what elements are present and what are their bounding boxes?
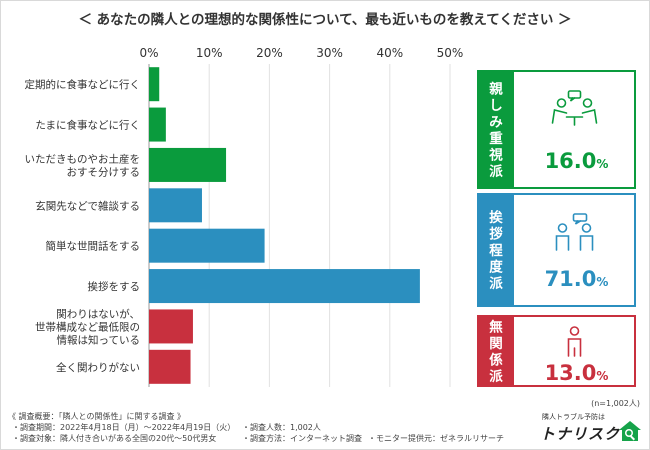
group-percent: 13.0% [545, 361, 609, 385]
survey-method: ・調査方法：インターネット調査 [242, 434, 362, 443]
x-tick-label: 30% [316, 46, 343, 60]
x-tick-label: 50% [437, 46, 464, 60]
group-percent: 16.0% [545, 149, 609, 173]
logo-name: トナリスク [540, 425, 621, 443]
survey-title: 《 調査概要：「隣人との関係性」に関する調査 》 [8, 412, 186, 421]
bar [149, 228, 265, 263]
group-panel: 親しみ重視派 16.0% [477, 70, 636, 189]
group-panel: 無関係派 13.0% [477, 315, 636, 387]
group-label: 無関係派 [489, 318, 503, 385]
sample-size-note: (n=1,002人) [591, 399, 640, 408]
group-label: 挨拶程度派 [489, 209, 503, 292]
x-tick-label: 0% [139, 46, 158, 60]
survey-target: ・調査対象：隣人付き合いがある全国の20代〜50代男女 [12, 434, 217, 443]
x-tick-label: 10% [196, 46, 223, 60]
bar [149, 269, 420, 304]
bar [149, 309, 193, 344]
group-label-tab [478, 71, 514, 188]
tonarisk-logo: 隣人トラブル予防は トナリスク [528, 412, 644, 446]
survey-provider: ・モニター提供元：ゼネラルリサーチ [368, 434, 504, 443]
group-label-tab [478, 194, 514, 306]
bar [149, 188, 202, 223]
category-label: 関わりはないが、世帯構成など最低限の情報は知っている [35, 307, 140, 346]
category-label: 玄関先などで雑談する [35, 199, 140, 212]
survey-respondents: ・調査人数：1,002人 [242, 423, 321, 432]
category-label: いただきものやお土産をおすそ分けする [25, 152, 141, 178]
category-label: 簡単な世間話をする [46, 240, 141, 253]
chart-title: ＜ あなたの隣人との理想的な関係性について、最も近いものを教えてください ＞ [78, 11, 571, 28]
category-label: 挨拶をする [88, 280, 141, 293]
bar [149, 107, 166, 142]
house-magnifier-icon [619, 421, 641, 441]
bar [149, 147, 227, 182]
category-label: たまに食事などに行く [35, 119, 140, 132]
bar [149, 67, 160, 102]
category-label: 定期的に食事などに行く [25, 78, 141, 91]
logo-tagline: 隣人トラブル予防は [542, 413, 605, 421]
x-tick-label: 20% [256, 46, 283, 60]
conversation-people-icon [551, 90, 598, 126]
group-percent: 71.0% [545, 267, 609, 291]
bar [149, 349, 191, 384]
group-panel: 挨拶程度派 71.0% [477, 193, 636, 307]
survey-period: ・調査期間：2022年4月18日（月）〜2022年4月19日（火） [12, 423, 236, 432]
group-label-tab [478, 316, 514, 386]
x-tick-label: 40% [376, 46, 403, 60]
category-label: 全く関わりがない [56, 361, 140, 374]
single-person-icon [567, 326, 582, 357]
group-label: 親しみ重視派 [488, 80, 503, 180]
greeting-people-icon [555, 213, 594, 251]
